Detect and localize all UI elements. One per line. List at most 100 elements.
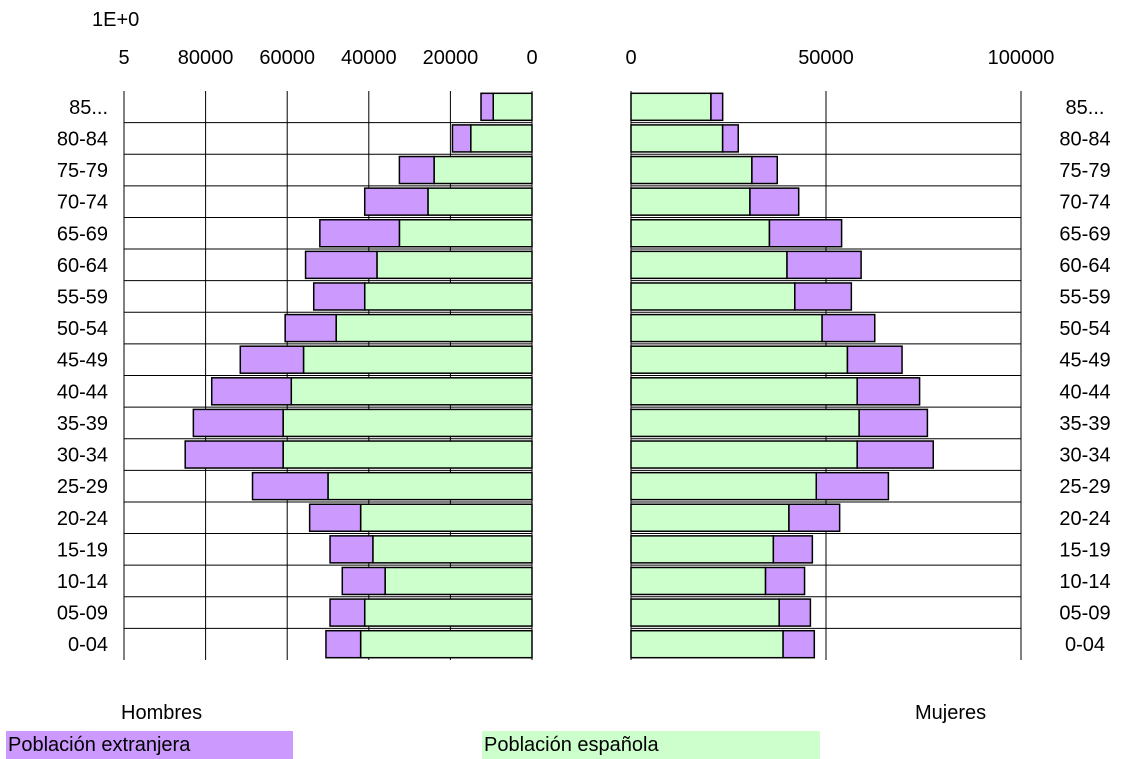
left-category-label: 45-49 [57,350,108,372]
left-axis-ticks: 5 80000 60000 40000 20000 0 [118,47,537,69]
left-category-label: 10-14 [57,571,108,593]
right-bar-espanola [630,345,849,374]
right-bar-espanola [630,124,724,153]
left-category-label: 60-64 [57,255,108,277]
left-category-label: 55-59 [57,286,108,308]
right-category-label: 75-79 [1059,160,1110,182]
left-bar-extranjera [251,471,329,501]
left-bar-extranjera [239,345,305,374]
right-bar-espanola [630,566,767,596]
right-tick-label: 50000 [798,47,854,69]
right-bar-extranjera [751,155,779,185]
left-category-label: 40-44 [57,381,108,403]
right-bar-extranjera [856,440,935,469]
left-category-label: 75-79 [57,160,108,182]
right-bar-espanola [630,313,823,343]
right-bar-espanola [630,187,751,216]
right-category-label: 20-24 [1059,508,1110,530]
right-category-label: 15-19 [1059,539,1110,561]
right-category-label: 50-54 [1059,318,1110,340]
left-panel-label: Hombres [121,702,203,724]
left-bar-espanola [433,155,533,185]
left-bar-extranjera [304,250,378,280]
legend-extranjera: Población extranjera [6,731,293,759]
right-bars [630,92,935,659]
right-category-label: 30-34 [1059,445,1110,467]
left-category-label: 25-29 [57,476,108,498]
right-bar-extranjera [856,377,921,406]
left-bar-espanola [327,471,533,501]
right-category-label: 40-44 [1059,381,1110,403]
right-category-label: 65-69 [1059,223,1110,245]
right-tick-label: 0 [625,47,636,69]
right-bar-extranjera [794,282,853,311]
left-bar-espanola [363,282,533,311]
right-bar-extranjera [772,535,814,564]
right-category-label: 35-39 [1059,413,1110,435]
right-category-label: 45-49 [1059,350,1110,372]
right-bar-extranjera [788,503,841,532]
left-category-label: 20-24 [57,508,108,530]
right-bar-extranjera [782,629,816,659]
right-category-label: 05-09 [1059,603,1110,625]
left-bar-extranjera [184,440,284,469]
left-bar-espanola [398,219,533,248]
left-tick-label: 40000 [341,47,397,69]
right-bar-espanola [630,471,817,501]
left-tick-label: 80000 [178,47,234,69]
left-bar-espanola [335,313,533,343]
left-bar-extranjera [319,219,401,248]
right-category-label: 10-14 [1059,571,1110,593]
left-tick-label: 0 [526,47,537,69]
left-bar-espanola [302,345,533,374]
right-bar-espanola [630,155,753,185]
right-bar-espanola [630,408,860,438]
left-bar-espanola [492,92,533,122]
left-bar-extranjera [210,377,293,406]
left-bar-espanola [372,535,533,564]
right-bar-espanola [630,629,784,659]
left-category-label: 70-74 [57,192,108,214]
left-category-label: 15-19 [57,539,108,561]
right-bar-extranjera [815,471,890,501]
right-bar-espanola [630,598,780,627]
right-category-label: 80-84 [1059,128,1110,150]
left-bar-espanola [282,408,533,438]
left-bar-espanola [359,503,533,532]
left-bar-extranjera [192,408,284,438]
right-bar-espanola [630,282,796,311]
right-bar-espanola [630,250,788,280]
left-bar-extranjera [308,503,362,532]
left-category-label: 65-69 [57,223,108,245]
left-bar-espanola [290,377,533,406]
right-bar-extranjera [749,187,800,216]
left-tick-label: 20000 [423,47,479,69]
right-bar-espanola [630,92,712,122]
left-bar-espanola [427,187,533,216]
left-bars [184,92,533,659]
right-bar-extranjera [764,566,806,596]
right-bar-espanola [630,503,790,532]
left-gridlines [123,91,533,660]
right-bar-extranjera [768,219,843,248]
right-tick-label: 100000 [988,47,1055,69]
right-category-label: 25-29 [1059,476,1110,498]
left-bar-extranjera [325,629,362,659]
right-panel-label: Mujeres [915,702,987,724]
left-bar-extranjera [329,598,366,627]
right-bar-extranjera [858,408,929,438]
left-tick-label: 60000 [259,47,315,69]
left-bar-espanola [384,566,533,596]
right-category-label: 85... [1066,97,1105,119]
left-bar-extranjera [284,313,337,343]
right-category-label: 55-59 [1059,286,1110,308]
left-bar-extranjera [329,535,374,564]
right-bar-espanola [630,377,858,406]
left-bar-espanola [376,250,533,280]
left-bar-extranjera [480,92,494,122]
left-category-label: 30-34 [57,445,108,467]
right-bar-extranjera [786,250,862,280]
right-bar-extranjera [821,313,876,343]
left-category-label: 35-39 [57,413,108,435]
